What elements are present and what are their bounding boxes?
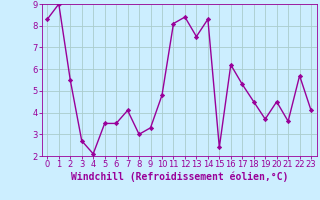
X-axis label: Windchill (Refroidissement éolien,°C): Windchill (Refroidissement éolien,°C) [70, 172, 288, 182]
